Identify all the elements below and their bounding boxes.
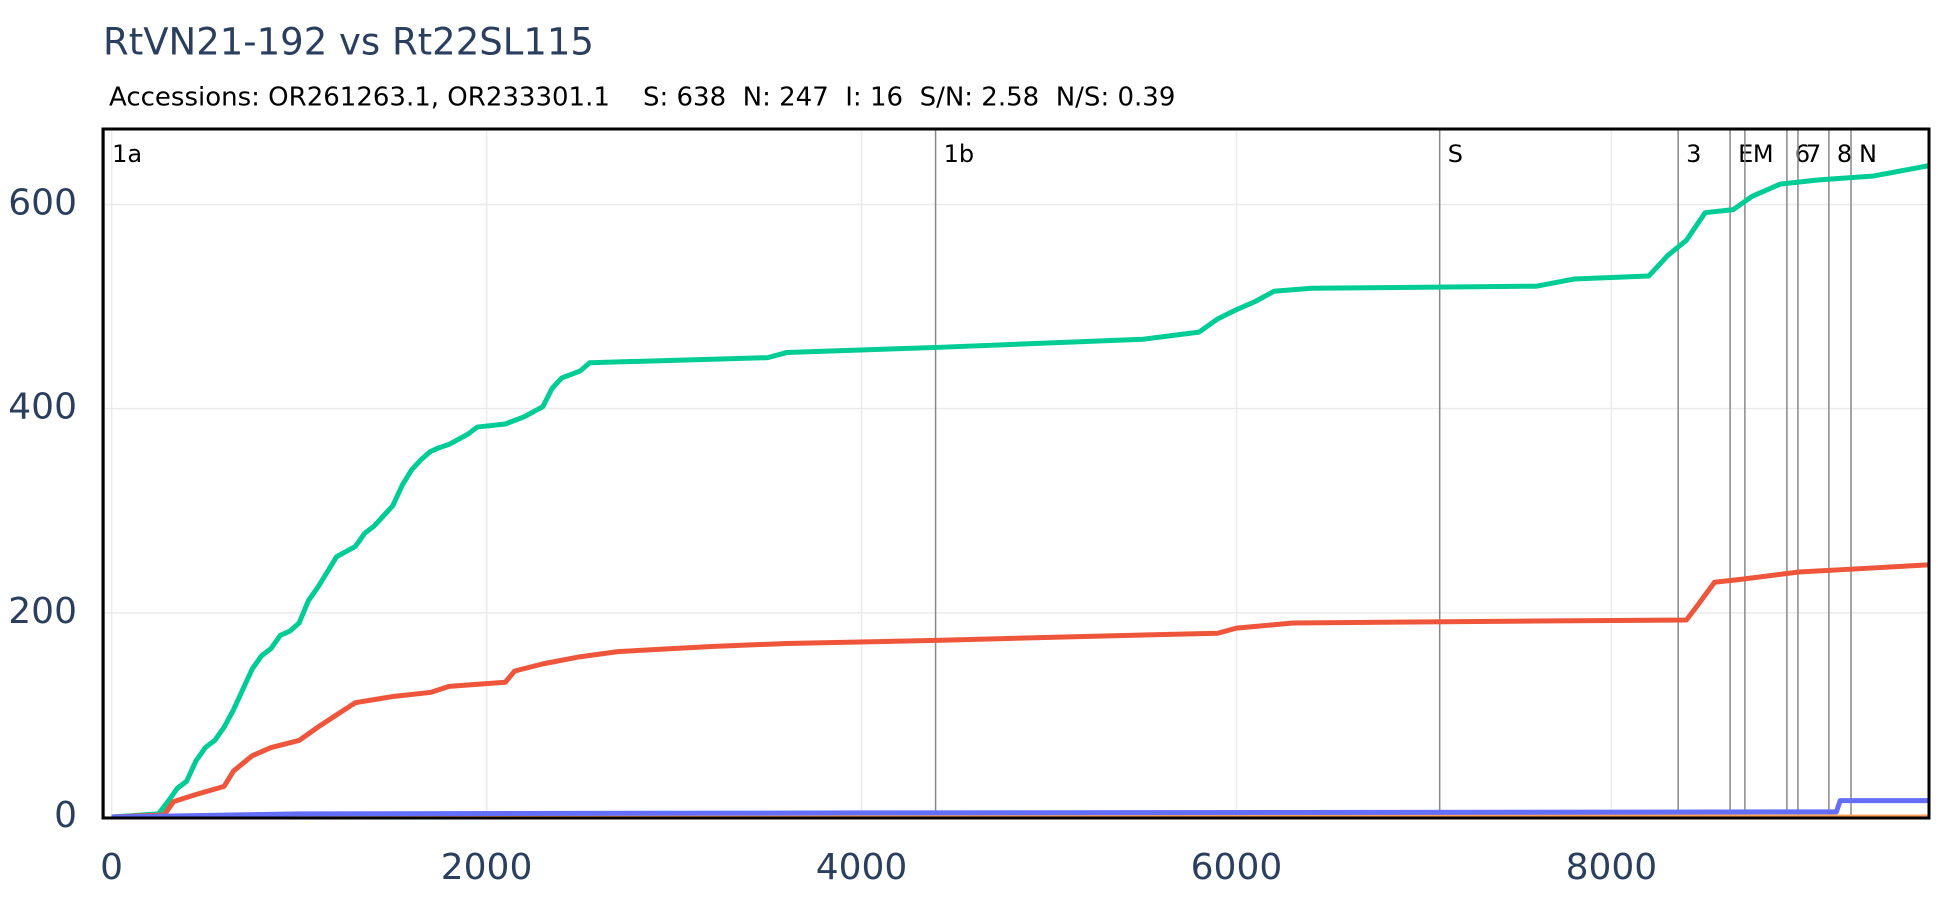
- x-tick-label: 0: [100, 847, 123, 888]
- region-label: 3: [1686, 140, 1701, 168]
- chart-title: RtVN21-192 vs Rt22SL115: [103, 21, 594, 64]
- region-label: S: [1448, 140, 1463, 168]
- x-tick-label: 2000: [441, 847, 533, 888]
- region-label: E: [1738, 140, 1753, 168]
- series-line: [111, 562, 1929, 820]
- region-label: 7: [1806, 140, 1821, 168]
- plot-border: [101, 127, 1931, 820]
- region-label: 6: [1795, 140, 1810, 168]
- y-tick-label: 200: [8, 591, 77, 632]
- series-line: [111, 163, 1929, 820]
- x-tick-label: 6000: [1191, 847, 1283, 888]
- region-label: M: [1753, 140, 1774, 168]
- region-label: 1b: [944, 140, 975, 168]
- x-tick-label: 8000: [1566, 847, 1658, 888]
- y-tick-label: 0: [54, 795, 77, 836]
- y-tick-label: 400: [8, 387, 77, 428]
- chart-subtitle: Accessions: OR261263.1, OR233301.1 S: 63…: [109, 83, 1175, 113]
- series-line: [111, 798, 1929, 820]
- x-tick-label: 4000: [816, 847, 908, 888]
- region-label: 8: [1837, 140, 1852, 168]
- region-label: N: [1859, 140, 1877, 168]
- y-tick-label: 600: [8, 183, 77, 224]
- region-label: 1a: [112, 140, 142, 168]
